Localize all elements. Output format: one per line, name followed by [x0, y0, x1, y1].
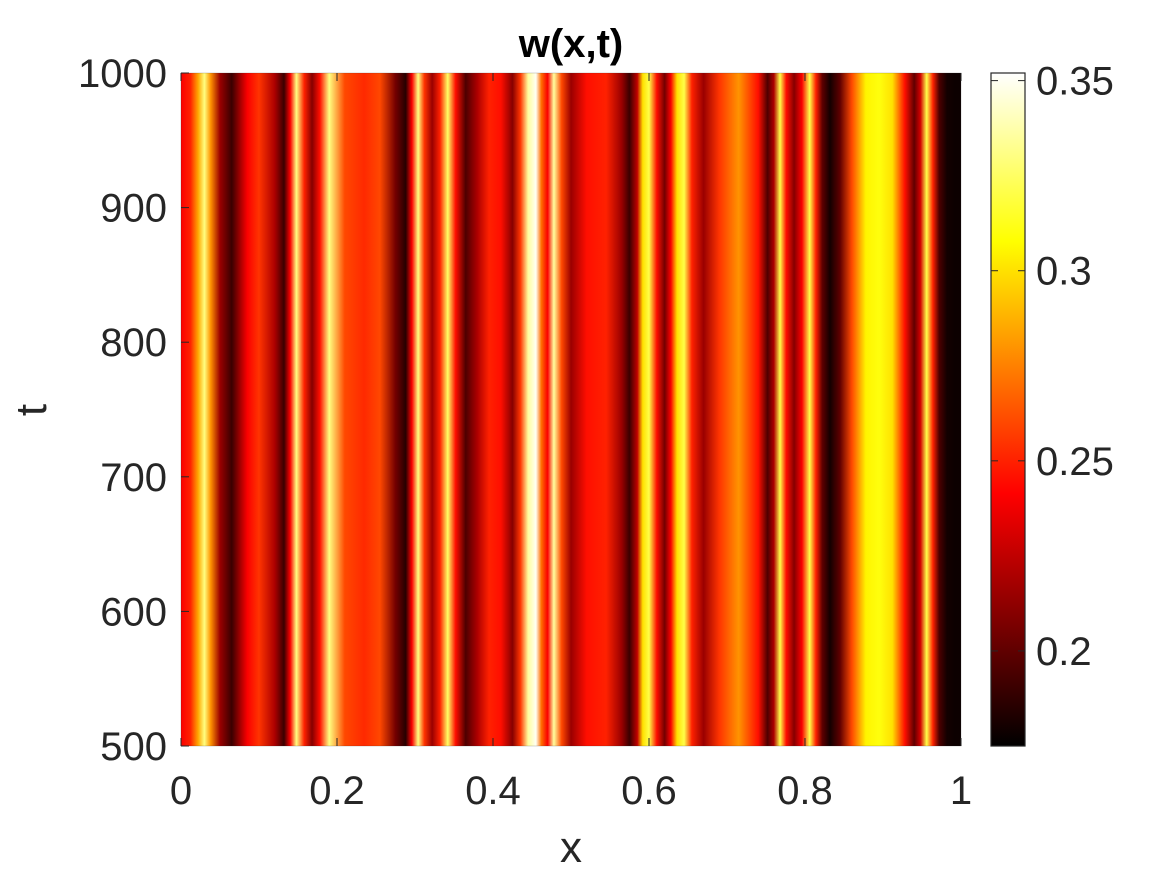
y-tick-label: 600 — [100, 590, 167, 634]
y-tick-label: 1000 — [78, 52, 167, 96]
colorbar-tick-label: 0.35 — [1036, 60, 1114, 104]
x-tick-label: 0.6 — [621, 769, 677, 813]
x-tick-label: 0 — [170, 769, 192, 813]
colorbar-frame — [990, 72, 1026, 747]
heatmap-field — [181, 73, 961, 746]
plot-area — [180, 72, 962, 747]
x-axis-ticks: 0 0.2 0.4 0.6 0.8 1 — [170, 73, 972, 813]
colorbar: 0.2 0.25 0.3 0.35 — [990, 60, 1114, 747]
y-axis-ticks: 500 600 700 800 900 1000 — [78, 52, 189, 769]
y-axis-label: t — [7, 404, 56, 416]
y-tick-label: 500 — [100, 725, 167, 769]
y-tick-label: 800 — [100, 321, 167, 365]
x-axis-label: x — [560, 823, 582, 872]
x-tick-label: 0.4 — [465, 769, 521, 813]
y-tick-label: 700 — [100, 456, 167, 500]
x-tick-label: 1 — [950, 769, 972, 813]
colorbar-ticks: 0.2 0.25 0.3 0.35 — [991, 60, 1114, 674]
x-tick-label: 0.2 — [309, 769, 365, 813]
colorbar-tick-label: 0.25 — [1036, 440, 1114, 484]
chart-title: w(x,t) — [518, 22, 623, 66]
y-tick-label: 900 — [100, 187, 167, 231]
colorbar-gradient — [991, 73, 1025, 746]
colorbar-tick-label: 0.2 — [1036, 630, 1092, 674]
plot-frame — [180, 72, 962, 747]
x-tick-label: 0.8 — [777, 769, 833, 813]
colorbar-tick-label: 0.3 — [1036, 250, 1092, 294]
